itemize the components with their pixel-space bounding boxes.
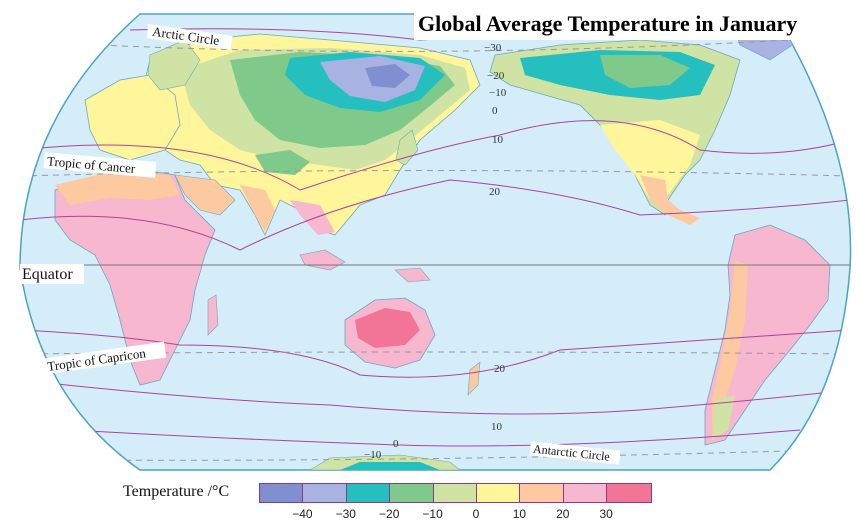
legend-label: Temperature /°C <box>123 483 230 500</box>
antarctica-cold-zone <box>340 462 440 470</box>
sahara-warm-zone <box>55 172 180 205</box>
legend-swatch <box>476 484 521 502</box>
legend-tick-label: 20 <box>556 507 570 521</box>
isotherm-label: −10 <box>364 449 382 461</box>
arctic-circle-line <box>99 39 791 52</box>
andes-zone <box>712 260 748 430</box>
canada-coldest-zone <box>600 55 690 88</box>
legend-swatch <box>607 484 651 502</box>
siberia-coldest-zone <box>365 64 410 88</box>
japan <box>395 129 419 166</box>
antarctic-circle-line <box>69 449 821 461</box>
legend-swatch <box>520 484 564 502</box>
isotherm-label: 0 <box>492 105 498 117</box>
australia-hot-zone <box>355 308 420 348</box>
tropic-of-capricorn-line <box>20 351 851 355</box>
legend-tick-label: 30 <box>599 507 613 521</box>
legend-tick-label: 0 <box>472 507 480 521</box>
legend-swatch <box>303 484 347 502</box>
tibet-cold-zone <box>255 150 310 175</box>
africa-landmass <box>54 169 216 386</box>
patagonia-zone <box>712 395 735 440</box>
isotherm-label: −30 <box>484 42 502 54</box>
legend-color-bar <box>259 483 652 503</box>
new-zealand <box>467 361 481 396</box>
isotherm-label: 0 <box>393 438 399 450</box>
arabia <box>174 174 236 216</box>
legend-swatch <box>346 484 391 502</box>
india-warm-zone <box>240 185 275 232</box>
world-map: Arctic Circle Tropic of Cancer Equator T… <box>19 13 852 471</box>
legend-tick-label: −30 <box>335 507 356 521</box>
legend-swatch <box>563 484 608 502</box>
legend-tick-label: −40 <box>292 507 313 521</box>
isotherm-label: −20 <box>487 70 505 82</box>
equator-label: Equator <box>22 266 73 283</box>
legend-swatch <box>260 484 304 502</box>
isotherm-value-labels: −30 −20 −10 0 10 20 20 10 0 −10 <box>364 42 507 461</box>
new-guinea <box>394 267 431 283</box>
southeast-asia-warm-zone <box>290 200 335 235</box>
map-title: Global Average Temperature in January <box>414 8 802 40</box>
europe-landmass <box>84 74 181 161</box>
isotherm-label: 10 <box>491 421 503 433</box>
legend-tick-label: −10 <box>422 507 443 521</box>
isotherm-lines <box>20 24 851 447</box>
temperature-legend: Temperature /°C −40 −30 −20 −10 0 10 20 30 <box>0 480 857 527</box>
legend-swatch <box>390 484 434 502</box>
isotherm-label: −10 <box>489 87 507 99</box>
legend-swatch <box>433 484 477 502</box>
legend-tick-label: 10 <box>512 507 527 521</box>
tropic-of-cancer-line <box>20 170 851 177</box>
isotherm-label: 20 <box>494 363 506 375</box>
isotherm-label: 10 <box>492 134 504 146</box>
usa-warm-zone <box>600 120 700 200</box>
isotherm-label: 20 <box>489 186 501 198</box>
madagascar <box>207 294 219 336</box>
legend-tick-label: −20 <box>379 507 400 521</box>
